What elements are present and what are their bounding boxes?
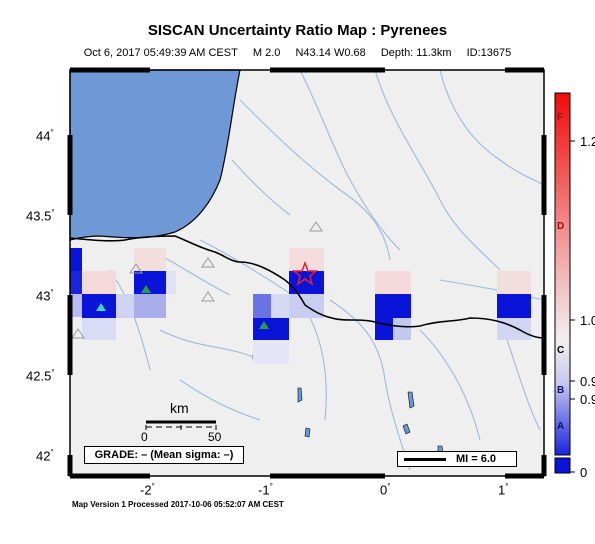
mi-text: MI = 6.0 <box>456 453 497 465</box>
station-markers <box>71 221 323 339</box>
uncertainty-cell <box>116 294 134 318</box>
uncertainty-cell <box>134 271 166 294</box>
epicenter-star <box>291 260 319 286</box>
uncertainty-cell <box>134 248 166 271</box>
uncertainty-cell <box>497 271 531 294</box>
colorbar-ticks <box>570 140 575 473</box>
national-border <box>69 235 545 339</box>
lon-label-minus-1: -1° <box>258 482 273 498</box>
lat-label-42: 42° <box>36 448 54 464</box>
lat-label-44: 44° <box>36 128 54 144</box>
uncertainty-cell <box>497 318 531 340</box>
footer-processed: Map Version 1 Processed 2017-10-06 05:52… <box>72 500 284 509</box>
event-info: Oct 6, 2017 05:49:39 AM CEST M 2.0 N43.1… <box>0 47 595 59</box>
grade-label-f: F <box>557 112 564 123</box>
uncertainty-cell <box>375 294 411 318</box>
station-marker <box>259 321 269 329</box>
sea <box>69 69 241 241</box>
uncertainty-cell <box>289 248 324 271</box>
uncertainty-cell <box>82 318 116 340</box>
mi-box: MI = 6.0 <box>397 451 517 467</box>
uncertainty-cell <box>393 318 411 340</box>
uncertainty-cell <box>166 271 176 294</box>
frame-ticks <box>67 67 547 479</box>
lake <box>402 423 411 435</box>
uncertainty-cell <box>253 340 289 364</box>
event-location: N43.14 W0.68 <box>295 47 366 59</box>
colorbar-value-0: 0 <box>580 465 588 480</box>
uncertainty-cell <box>82 271 116 294</box>
grade-label-b: B <box>557 385 565 396</box>
lon-label-0: 0° <box>380 482 391 498</box>
uncertainty-cell <box>70 294 82 317</box>
grade-label-d: D <box>557 221 565 232</box>
lon-label-minus-2: -2° <box>140 482 155 498</box>
uncertainty-cell <box>82 294 116 318</box>
rivers <box>109 69 545 471</box>
colorbar <box>554 92 571 456</box>
uncertainty-cell <box>253 318 289 340</box>
uncertainty-cell <box>134 294 166 318</box>
uncertainty-cell <box>497 294 531 318</box>
lake <box>297 387 303 403</box>
station-marker <box>141 285 151 293</box>
scale-tick-50: 50 <box>208 430 222 444</box>
uncertainty-cell <box>70 271 82 294</box>
grade-label-a: A <box>557 421 565 432</box>
station-marker <box>129 263 143 274</box>
map-title: SISCAN Uncertainty Ratio Map : Pyrenees <box>147 22 448 39</box>
event-id: ID:13675 <box>466 47 512 59</box>
uncertainty-cell <box>289 271 324 294</box>
uncertainty-cell <box>375 271 411 294</box>
scale-tick-0: 0 <box>141 430 148 444</box>
event-depth: Depth: 11.3km <box>380 47 452 59</box>
uncertainty-cell <box>375 318 393 340</box>
scale-bar <box>145 420 217 430</box>
station-marker <box>309 221 323 232</box>
event-magnitude: M 2.0 <box>252 47 281 59</box>
colorbar-value-0-9b: 0.9 <box>580 392 595 407</box>
colorbar-value-1-2: 1.2 <box>580 134 595 149</box>
lon-label-1: 1° <box>498 482 509 498</box>
mi-line <box>404 458 446 461</box>
station-marker <box>201 257 215 268</box>
station-marker <box>96 303 106 311</box>
scale-unit: km <box>170 400 189 416</box>
uncertainty-cell <box>253 294 271 318</box>
event-date: Oct 6, 2017 05:49:39 AM CEST <box>83 47 238 59</box>
colorbar-zero-swatch <box>554 457 571 474</box>
grade-label-c: C <box>557 345 565 356</box>
lake <box>304 427 311 438</box>
uncertainty-cells <box>70 248 531 364</box>
colorbar-value-1-0: 1.0 <box>580 313 595 328</box>
colorbar-value-0-9a: 0.9 <box>580 374 595 389</box>
station-marker <box>201 291 215 302</box>
lat-label-42-5: 42.5° <box>26 368 55 384</box>
uncertainty-cell <box>271 294 289 318</box>
lat-label-43: 43° <box>36 288 54 304</box>
lat-label-43-5: 43.5° <box>26 208 55 224</box>
grade-box: GRADE: – (Mean sigma: –) <box>84 446 244 464</box>
lake <box>407 391 415 409</box>
station-marker <box>71 328 85 339</box>
uncertainty-cell <box>70 248 82 271</box>
